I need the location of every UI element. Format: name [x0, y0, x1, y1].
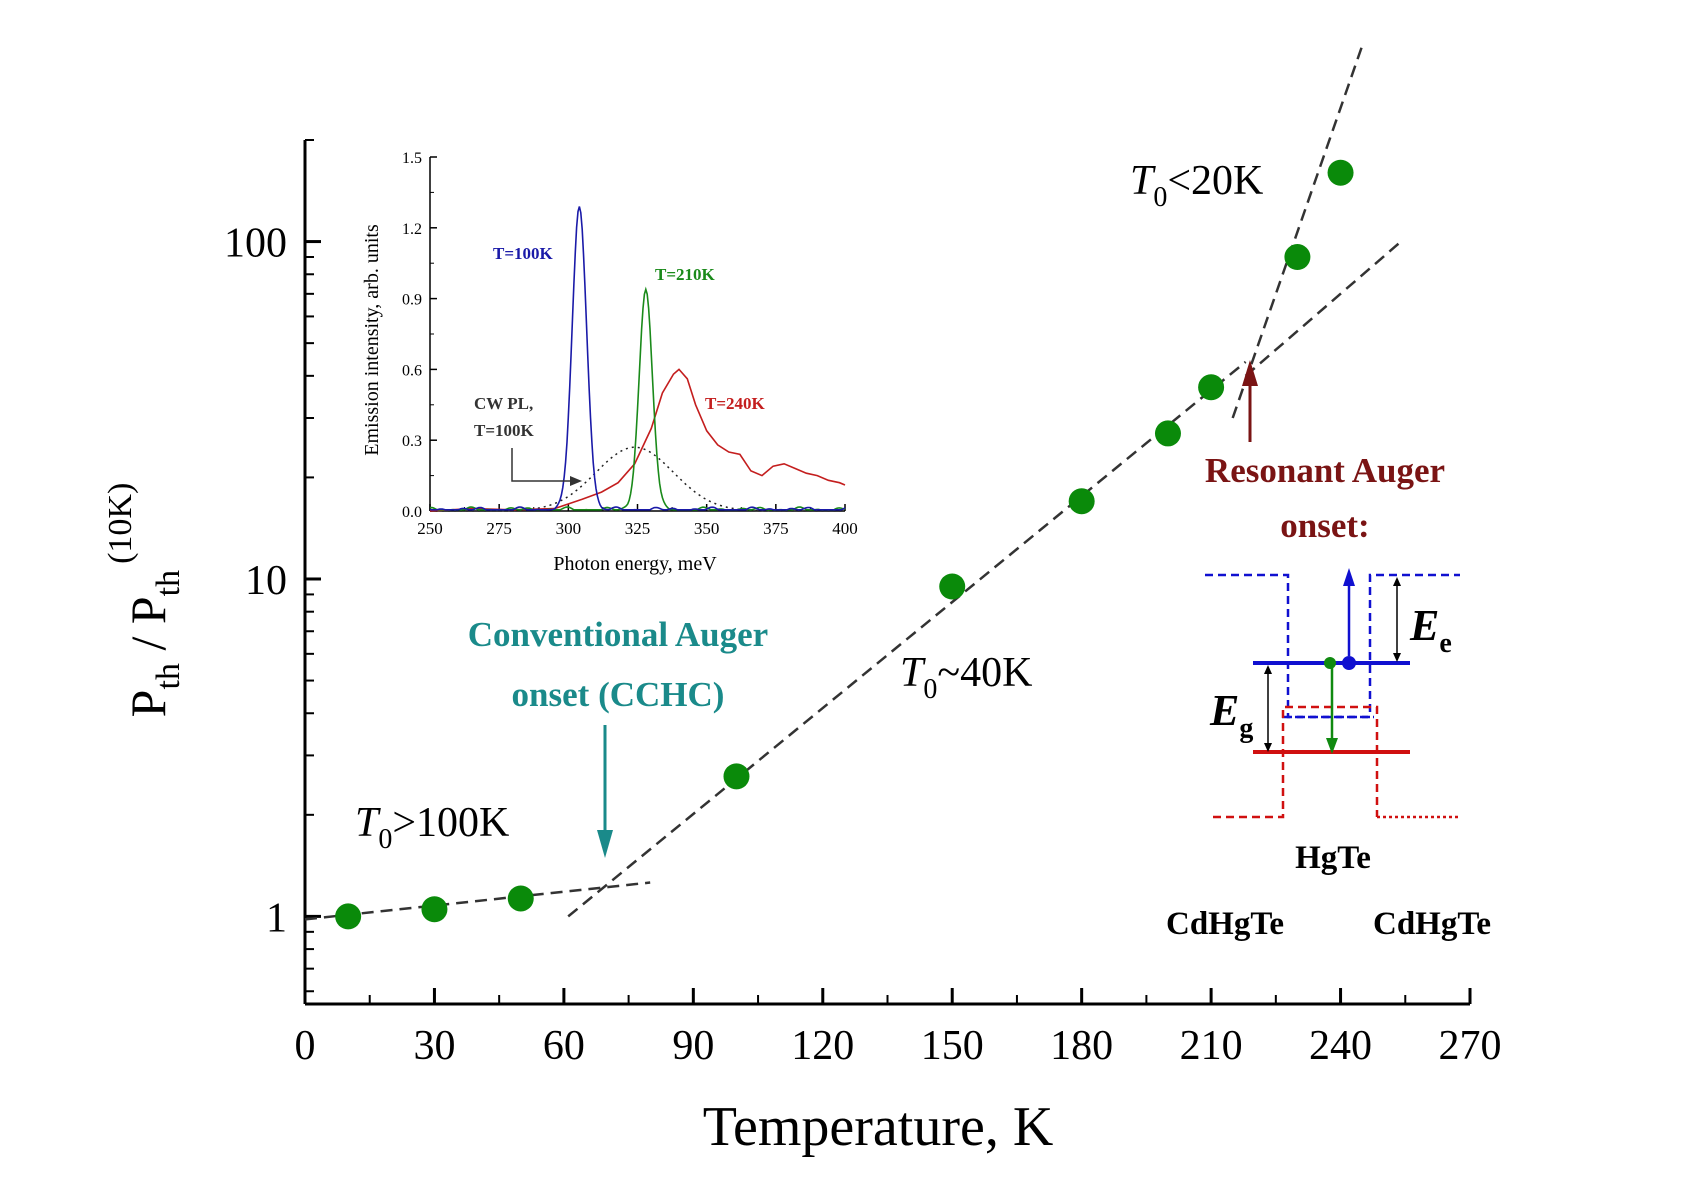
inset-axes: 250 275 300 325 350 375 400 0.0 0.3 0.6 0.9 1.2 1.5 — [402, 150, 858, 538]
inset-curves — [429, 206, 846, 512]
cdhgte-left-label: CdHgTe — [1166, 906, 1284, 942]
resonant-auger-label-line1: Resonant Auger — [1205, 451, 1445, 490]
resonant-auger-arrow — [1242, 360, 1258, 442]
x-tick-label: 180 — [1050, 1023, 1113, 1069]
y-tick-label: 10 — [245, 558, 287, 604]
inset-y-tick-label: 1.2 — [402, 221, 422, 238]
x-tick-label: 210 — [1180, 1023, 1243, 1069]
inset-x-tick-label: 250 — [417, 519, 443, 538]
main-data-points — [335, 159, 1354, 930]
inset-label-cw-line2: T=100K — [474, 421, 535, 440]
data-point — [507, 885, 534, 912]
x-axis-title: Temperature, K — [703, 1096, 1054, 1158]
data-point — [939, 573, 966, 600]
x-tick-label: 0 — [295, 1023, 316, 1069]
inset-x-tick-label: 325 — [625, 519, 651, 538]
conventional-auger-label-line2: onset (CCHC) — [512, 675, 725, 714]
inset-x-tick-label: 400 — [832, 519, 858, 538]
x-tick-label: 90 — [672, 1023, 714, 1069]
inset-x-tick-label: 350 — [694, 519, 720, 538]
t0-high-label: T0<20K — [1130, 158, 1263, 213]
y-axis-title: Pth / Pth(10K) — [102, 483, 187, 718]
inset-x-axis-title: Photon energy, meV — [553, 553, 717, 575]
inset-curve-240k — [429, 368, 846, 512]
inset-label-cw-line1: CW PL, — [474, 394, 533, 413]
hgte-label: HgTe — [1295, 840, 1371, 876]
x-tick-label: 60 — [543, 1023, 585, 1069]
main-plot: 0 30 60 90 120 150 180 210 240 270 1 10 100 — [224, 45, 1502, 1069]
eg-arrow-bottom — [1264, 743, 1272, 752]
electron-dot-green — [1324, 657, 1336, 669]
ee-label: Ee — [1409, 601, 1452, 659]
y-tick-label: 1 — [266, 895, 287, 941]
t0-mid-label: T0~40K — [900, 650, 1032, 705]
fit-line — [1244, 240, 1402, 377]
y-tick-label: 100 — [224, 221, 287, 267]
x-tick-label: 240 — [1309, 1023, 1372, 1069]
inset-label-240k: T=240K — [705, 394, 766, 413]
inset-x-tick-label: 275 — [486, 519, 512, 538]
green-transition-arrowhead — [1326, 738, 1338, 754]
data-point — [723, 763, 750, 790]
data-point — [335, 903, 362, 930]
resonant-auger-label-line2: onset: — [1280, 506, 1369, 545]
inset-label-100k: T=100K — [493, 244, 554, 263]
inset-x-tick-label: 300 — [556, 519, 582, 538]
fit-line — [1231, 45, 1364, 419]
inset-y-tick-label: 0.9 — [402, 292, 422, 309]
inset-y-axis-title: Emission intensity, arb. units — [361, 224, 383, 456]
fit-line — [304, 881, 651, 921]
inset-y-tick-label: 0.0 — [402, 504, 422, 521]
eg-arrow-top — [1264, 665, 1272, 674]
x-tick-label: 30 — [413, 1023, 455, 1069]
data-point — [1068, 488, 1095, 515]
data-point — [1154, 420, 1181, 447]
electron-dot-blue — [1342, 656, 1356, 670]
y-axis-title-text: Pth / Pth(10K) — [102, 483, 187, 718]
main-fit-lines — [304, 45, 1402, 921]
data-point — [1198, 374, 1225, 401]
ee-arrow-bottom — [1393, 653, 1401, 662]
inset-label-210k: T=210K — [655, 265, 716, 284]
data-point — [421, 896, 448, 923]
inset-curve-100k — [429, 206, 846, 511]
inset-y-tick-label: 0.6 — [402, 362, 422, 379]
inset-cw-arrow — [511, 448, 582, 486]
inset-plot: 250 275 300 325 350 375 400 0.0 0.3 0.6 0.9 1.2 1.5 — [402, 150, 858, 538]
band-diagram: Ee Eg HgTe CdHgTe CdHgTe — [1166, 568, 1491, 942]
ee-arrow-top — [1393, 577, 1401, 586]
x-tick-label: 150 — [921, 1023, 984, 1069]
t0-low-label: T0>100K — [355, 800, 509, 855]
x-tick-label: 270 — [1439, 1023, 1502, 1069]
inset-y-tick-label: 1.5 — [402, 150, 422, 167]
main-axes: 0 30 60 90 120 150 180 210 240 270 1 10 100 — [224, 139, 1502, 1069]
fit-line — [567, 360, 1247, 918]
inset-y-tick-label: 0.3 — [402, 433, 422, 450]
inset-x-tick-label: 375 — [763, 519, 789, 538]
valence-band-edge — [1213, 705, 1379, 819]
x-tick-label: 120 — [791, 1023, 854, 1069]
data-point — [1284, 244, 1311, 271]
data-point — [1327, 159, 1354, 186]
conventional-auger-arrow — [597, 725, 613, 858]
cdhgte-right-label: CdHgTe — [1373, 906, 1491, 942]
conventional-auger-label-line1: Conventional Auger — [468, 615, 768, 654]
blue-excitation-arrowhead — [1343, 568, 1355, 586]
eg-label: Eg — [1209, 686, 1253, 744]
